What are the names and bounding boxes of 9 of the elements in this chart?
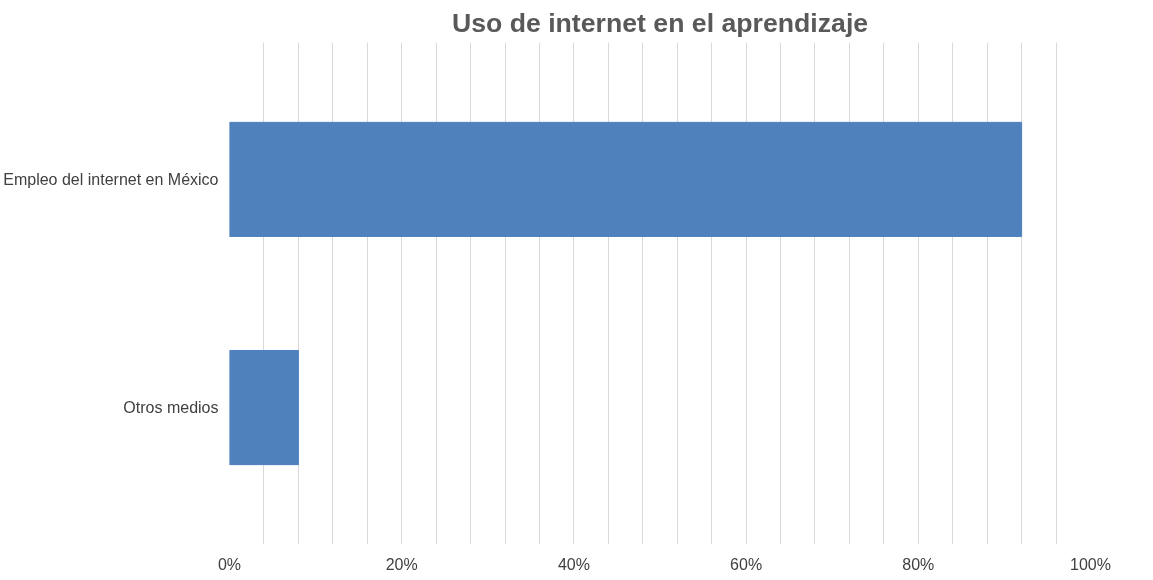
- y-tick-label: Otros medios: [123, 399, 219, 417]
- y-tick-label: Empleo del internet en México: [3, 170, 219, 188]
- x-tick-label: 40%: [557, 555, 590, 573]
- x-tick-label: 60%: [730, 555, 763, 573]
- x-tick-label: 100%: [1070, 555, 1111, 573]
- x-tick-label: 80%: [902, 555, 935, 573]
- x-tick-label: 0%: [217, 555, 242, 573]
- x-tick-label: 20%: [385, 555, 418, 573]
- chart-title: Uso de internet en el aprendizaje: [451, 7, 869, 38]
